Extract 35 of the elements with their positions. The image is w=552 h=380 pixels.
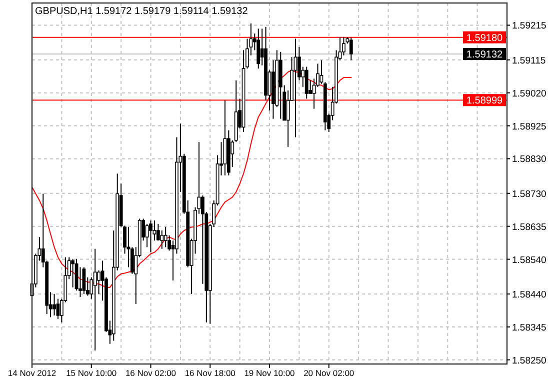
candlestick <box>52 293 56 316</box>
candlestick <box>342 36 346 56</box>
x-tick-label: 14 Nov 2012 <box>8 368 56 378</box>
candlestick <box>71 258 75 288</box>
candlestick <box>145 223 149 248</box>
x-tick-label: 20 Nov 02:00 <box>304 368 354 378</box>
candlestick <box>56 298 60 320</box>
x-tick-label: 15 Nov 10:00 <box>66 368 117 378</box>
chart-title: GBPUSD,H1 1.59172 1.59179 1.59114 1.59132 <box>35 6 248 17</box>
candlestick <box>149 220 152 253</box>
y-tick-label: 1.59215 <box>512 20 546 32</box>
y-tick-label: 1.59020 <box>512 88 546 100</box>
candlestick <box>349 37 353 61</box>
y-tick-label: 1.58730 <box>512 188 546 200</box>
y-tick-label: 1.58925 <box>512 121 546 132</box>
x-tick-label: 16 Nov 18:00 <box>184 368 236 378</box>
ref-line-label: 1.59132 <box>466 49 504 60</box>
ref-line-label: 1.59180 <box>466 32 504 44</box>
y-tick-label: 1.58540 <box>512 254 546 266</box>
y-tick-label: 1.58440 <box>512 289 546 300</box>
y-tick-label: 1.58345 <box>512 322 546 334</box>
candlestick <box>97 270 100 294</box>
candlestick <box>164 226 168 248</box>
y-tick-label: 1.58635 <box>512 222 546 233</box>
candlestick <box>82 266 86 294</box>
y-tick-label: 1.59115 <box>512 55 546 66</box>
candlestick <box>160 230 164 250</box>
candlestick <box>256 28 260 70</box>
candlestick <box>93 248 97 351</box>
y-tick-label: 1.58830 <box>512 154 546 166</box>
candlestick <box>304 66 308 100</box>
x-tick-label: 19 Nov 10:00 <box>244 368 296 378</box>
y-tick-label: 1.58250 <box>512 355 546 366</box>
x-tick-label: 16 Nov 02:00 <box>125 368 176 378</box>
ref-line-label: 1.58999 <box>466 96 504 107</box>
